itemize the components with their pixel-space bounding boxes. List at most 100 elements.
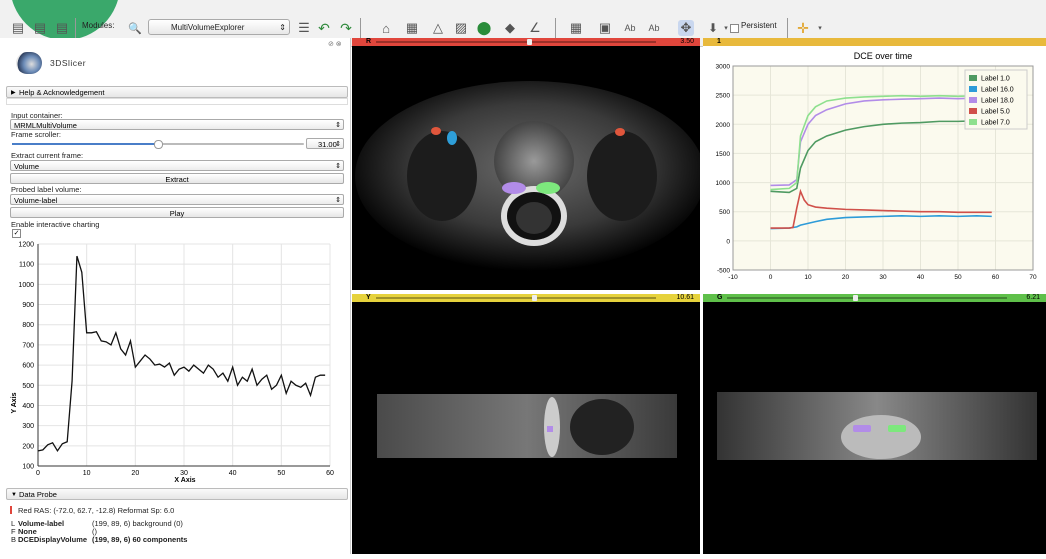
x-tick-label: 60 <box>992 274 1000 281</box>
legend-label: Label 7.0 <box>981 120 1010 127</box>
play-button[interactable]: Play <box>10 207 344 218</box>
editor-icon[interactable]: ⬤ <box>476 20 492 35</box>
red-slice-view[interactable] <box>352 46 705 290</box>
crosshair-pin-icon[interactable]: ⬇ <box>707 21 719 35</box>
y-tick-label: 3000 <box>716 64 731 71</box>
y-tick-label: 1100 <box>19 262 34 269</box>
y-tick-label: 1000 <box>18 282 34 289</box>
help-section-label: Help & Acknowledgement <box>19 88 105 97</box>
yellow-slice-bar[interactable]: Y 10.61 <box>352 294 700 302</box>
screenshot-icon[interactable]: ▣ <box>598 20 612 35</box>
red-slice-bar[interactable]: R 3.50 <box>352 38 700 46</box>
label-18-overlay <box>502 182 526 194</box>
probed-label-value: Volume-label <box>14 196 58 205</box>
x-tick-label: 50 <box>277 470 285 477</box>
probe-chart-series <box>37 255 326 453</box>
frame-slider-handle[interactable] <box>154 140 163 149</box>
y-tick-label: 500 <box>719 209 730 216</box>
chevron-down-icon[interactable]: ▾ <box>818 25 822 32</box>
red-slice-handle[interactable] <box>527 39 532 45</box>
legend-label: Label 18.0 <box>981 98 1014 105</box>
dce-chart-series <box>770 94 992 230</box>
load-dicom-icon[interactable]: ▤ <box>33 20 47 35</box>
collapse-triangle-icon: ▼ <box>11 492 17 498</box>
save-icon[interactable]: ▤ <box>55 20 69 35</box>
probe-L-name: Volume-label <box>18 519 65 528</box>
window-level-icon[interactable]: Ab <box>624 23 636 33</box>
dce-chart: DCE over time -5000500100015002000250030… <box>716 51 1037 281</box>
legend-swatch <box>969 97 977 103</box>
markup-icon[interactable]: ∠ <box>529 20 541 35</box>
green-slice-value: 6.21 <box>1026 294 1040 301</box>
interactive-charting-checkbox[interactable]: ✓ <box>12 229 21 238</box>
window-level-reset-icon[interactable]: Ab <box>648 23 660 33</box>
help-section-collapsed <box>6 98 348 105</box>
label-overlay <box>547 426 553 432</box>
chevron-down-icon[interactable]: ▾ <box>724 25 728 32</box>
red-slice-slider[interactable] <box>376 41 656 43</box>
y-tick-label: 700 <box>22 342 34 349</box>
extract-frame-select[interactable]: Volume ⇕ <box>10 160 344 171</box>
probe-L-key: L <box>11 519 16 528</box>
green-slice-slider[interactable] <box>727 297 1007 299</box>
x-tick-label: 40 <box>229 470 237 477</box>
modules-label: Modules: <box>82 21 115 30</box>
yellow-slice-view[interactable] <box>352 302 700 554</box>
frame-spinbox[interactable]: 31.00 ⇕ <box>306 138 344 149</box>
dce-chart-legend: Label 1.0 Label 16.0 Label 18.0 Label 5.0 La… <box>964 69 1028 130</box>
yellow-view-label: Y <box>366 294 371 301</box>
probe-chart-xlabel: X Axis <box>174 477 195 484</box>
probe-chart-axes: 100 200 300 400 500 600 700 800 900 1000 1100 1200 0… <box>18 242 334 478</box>
module-list-icon[interactable]: ☰ <box>298 20 310 35</box>
data-probe-section-header[interactable]: ▼ Data Probe <box>6 488 348 500</box>
home-icon[interactable]: ⌂ <box>382 20 390 36</box>
module-selector[interactable]: MultiVolumeExplorer ⇕ <box>148 19 290 35</box>
back-arrow-icon[interactable]: ↶ <box>318 19 330 36</box>
data-icon[interactable]: ▦ <box>405 20 419 35</box>
crosshair-icon[interactable]: ✛ <box>797 19 809 36</box>
red-slice-value: 3.50 <box>680 38 694 45</box>
red-view-label: R <box>366 38 372 45</box>
green-slice-image <box>717 392 1037 460</box>
toolbar-separator <box>75 18 76 38</box>
help-section-header[interactable]: ▶ Help & Acknowledgement <box>6 86 348 98</box>
extract-frame-label: Extract current frame: <box>11 151 84 160</box>
y-tick-label: 300 <box>22 423 34 430</box>
module-search-icon[interactable]: 🔍 <box>128 22 142 35</box>
toolbar-separator <box>360 18 361 38</box>
probed-label-select[interactable]: Volume-label ⇕ <box>10 194 344 205</box>
series-line-label-16-0 <box>770 214 992 230</box>
extract-button[interactable]: Extract <box>10 173 344 184</box>
y-tick-label: 1500 <box>716 151 731 158</box>
load-data-icon[interactable]: ▤ <box>11 20 25 35</box>
probe-series-line <box>37 255 326 453</box>
transforms-icon[interactable]: ◆ <box>505 20 515 35</box>
volumes-icon[interactable]: ▨ <box>454 20 468 35</box>
probe-B-name: DCEDisplayVolume <box>18 535 88 544</box>
yellow-slice-handle[interactable] <box>532 295 537 301</box>
green-slice-view[interactable] <box>703 302 1046 554</box>
models-icon[interactable]: △ <box>433 20 443 35</box>
chart-view[interactable]: DCE over time -500 0 500 1000 1500 2000 2500 30… <box>703 46 1046 290</box>
red-slice-image <box>355 81 705 271</box>
chart-view-bar[interactable]: 1 <box>703 38 1046 46</box>
yellow-slice-slider[interactable] <box>376 297 656 299</box>
frame-slider[interactable] <box>12 140 304 149</box>
green-slice-bar[interactable]: G 6.21 <box>703 294 1046 302</box>
mouse-mode-icon[interactable]: ✥ <box>678 20 694 36</box>
green-view-label: G <box>717 294 723 301</box>
label-7-overlay <box>536 182 560 194</box>
red-view-indicator <box>10 506 12 514</box>
label-5-overlay <box>431 127 441 135</box>
app-name: 3DSlicer <box>50 58 87 68</box>
input-container-select[interactable]: MRMLMultiVolume ⇕ <box>10 119 344 130</box>
yellow-slice-image <box>377 394 677 458</box>
persistent-checkbox[interactable] <box>730 24 739 33</box>
frame-scroller-label: Frame scroller: <box>11 130 62 139</box>
layout-icon[interactable]: ▦ <box>569 20 583 35</box>
y-tick-label: 1000 <box>716 180 731 187</box>
green-slice-handle[interactable] <box>853 295 858 301</box>
forward-arrow-icon[interactable]: ↷ <box>340 19 352 36</box>
legend-swatch <box>969 119 977 125</box>
panel-float-close-icons[interactable]: ⊘ ⊗ <box>328 41 342 48</box>
